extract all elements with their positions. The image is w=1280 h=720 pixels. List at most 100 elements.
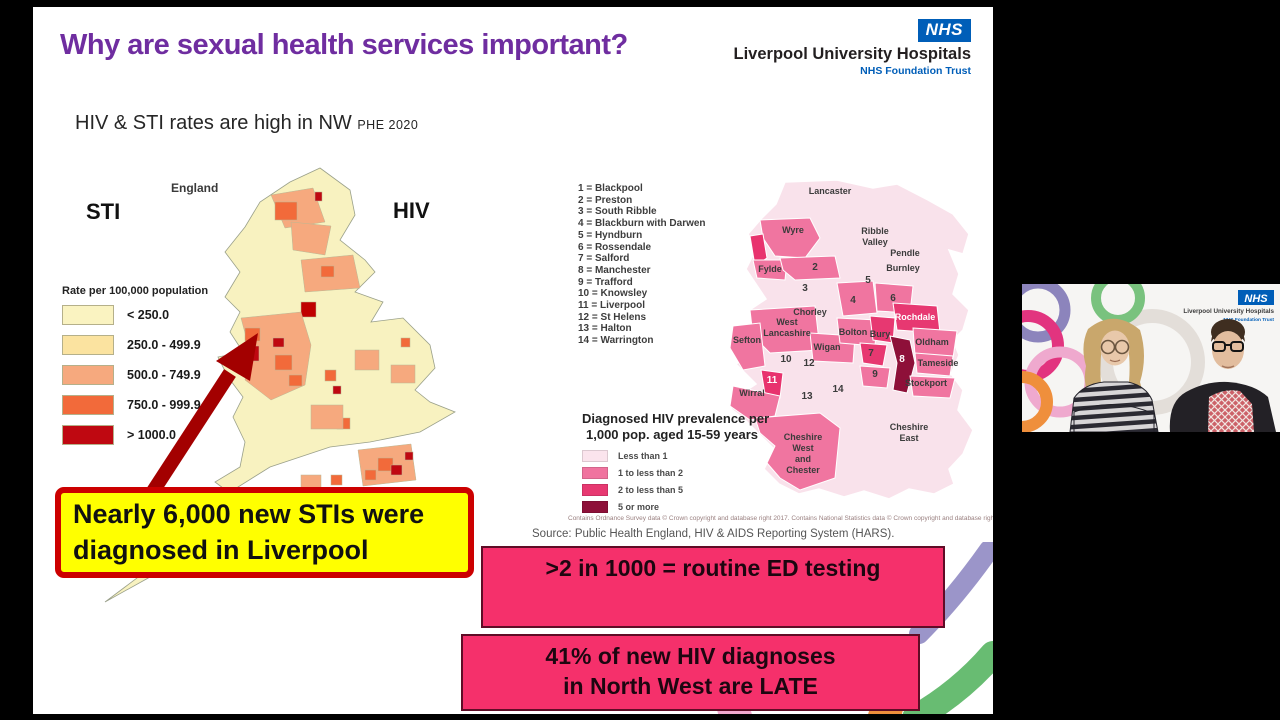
- hiv-map-label: 13: [801, 391, 813, 402]
- nhs-trust-type: NHS Foundation Trust: [860, 65, 971, 77]
- hiv-map-label: West: [776, 317, 797, 327]
- sti-rate-legend: Rate per 100,000 population < 250.0 250.0…: [62, 285, 242, 455]
- sti-legend-row: 750.0 - 999.9: [62, 395, 242, 415]
- hiv-map-label: Rochdale: [895, 312, 936, 322]
- ed-testing-banner: >2 in 1000 = routine ED testing: [481, 546, 945, 628]
- subtitle-text: HIV & STI rates are high in NW: [75, 112, 352, 134]
- hiv-area-list-item: 6 = Rossendale: [578, 241, 652, 253]
- sti-legend-rows: < 250.0 250.0 - 499.9 500.0 - 749.9 750.0 -…: [62, 305, 242, 445]
- hiv-map-label: 7: [868, 348, 874, 359]
- liverpool-pointer-arrow: [142, 333, 258, 503]
- late-diagnoses-banner: 41% of new HIV diagnoses in North West a…: [461, 634, 920, 711]
- sti-legend-swatch: [62, 305, 114, 325]
- map-copyright-text: Contains Ordnance Survey data © Crown co…: [568, 515, 993, 522]
- hiv-legend-row: 2 to less than 5: [582, 484, 792, 496]
- england-map-label: England: [171, 181, 219, 195]
- hiv-map-label: Wigan: [814, 342, 841, 352]
- hiv-map-label: Wirral: [739, 388, 764, 398]
- person-left: [1069, 318, 1159, 432]
- sti-legend-swatch: [62, 365, 114, 385]
- hiv-map-label: Bolton: [839, 327, 868, 337]
- hiv-legend-title: Diagnosed HIV prevalence per 1,000 pop. …: [582, 411, 792, 443]
- hiv-area-list-item: 5 = Hyndburn: [578, 229, 643, 241]
- hiv-map-label: Wyre: [782, 225, 804, 235]
- hiv-area-list-item: 3 = South Ribble: [578, 206, 657, 218]
- hiv-map-label: and: [795, 454, 811, 464]
- subtitle-source-ref: PHE 2020: [357, 118, 419, 132]
- hiv-area-list-item: 12 = St Helens: [578, 311, 647, 323]
- svg-text:NHS: NHS: [1244, 293, 1268, 305]
- slide-title: Why are sexual health services important…: [60, 29, 628, 61]
- hiv-area-list-item: 8 = Manchester: [578, 264, 651, 276]
- webcam-nhs-logo: NHS Liverpool University Hospitals NHS F…: [1183, 290, 1274, 323]
- hiv-area-key-list: 1 = Blackpool 2 = Preston 3 = South Ribble…: [578, 183, 706, 347]
- sti-legend-label: > 1000.0: [127, 428, 177, 442]
- svg-text:Liverpool University Hospitals: Liverpool University Hospitals: [1183, 308, 1274, 315]
- person-right: [1169, 319, 1276, 432]
- sti-legend-row: 500.0 - 749.9: [62, 365, 242, 385]
- hiv-legend-title-line2: 1,000 pop. aged 15-59 years: [586, 427, 758, 442]
- hiv-map-label: Fylde: [758, 264, 782, 274]
- sti-legend-row: < 250.0: [62, 305, 242, 325]
- hiv-map-label: Lancaster: [809, 186, 852, 196]
- hiv-map-label: 8: [899, 354, 905, 365]
- sti-legend-label: 500.0 - 749.9: [127, 368, 201, 382]
- hiv-heading: HIV: [393, 198, 430, 223]
- late-diagnoses-line2: in North West are LATE: [563, 673, 818, 699]
- hiv-map-label: West: [792, 443, 813, 453]
- hiv-area-list-item: 10 = Knowsley: [578, 288, 648, 300]
- hiv-map-label: 6: [890, 293, 896, 304]
- sti-legend-label: < 250.0: [127, 308, 170, 322]
- hiv-legend-swatch: [582, 501, 608, 513]
- sti-legend-swatch: [62, 425, 114, 445]
- hiv-legend-label: 2 to less than 5: [618, 485, 684, 495]
- hiv-area-list-item: 9 = Trafford: [578, 276, 633, 288]
- callout-line-1: Nearly 6,000 new STIs were: [73, 499, 425, 529]
- hiv-map-label: Burnley: [886, 263, 920, 273]
- hiv-map-label: 9: [872, 369, 878, 380]
- hiv-legend-row: 5 or more: [582, 501, 792, 513]
- hiv-area-list-item: 13 = Halton: [578, 323, 632, 335]
- nhs-logo-icon: NHS: [917, 19, 971, 42]
- late-diagnoses-line1: 41% of new HIV diagnoses: [545, 643, 836, 669]
- hiv-legend-swatch: [582, 450, 608, 462]
- hiv-legend-swatch: [582, 484, 608, 496]
- hiv-legend-row: Less than 1: [582, 450, 792, 462]
- hiv-map-label: Valley: [862, 237, 888, 247]
- hiv-legend-label: 5 or more: [618, 502, 660, 512]
- sti-legend-row: > 1000.0: [62, 425, 242, 445]
- hiv-area-list-item: 4 = Blackburn with Darwen: [578, 218, 706, 230]
- hiv-map-label: 4: [850, 295, 856, 306]
- hiv-map-label: Chester: [786, 465, 820, 475]
- nhs-logo: NHS Liverpool University Hospitals NHS F…: [683, 19, 971, 77]
- hiv-map-label: Tameside: [918, 358, 959, 368]
- webcam-overlay[interactable]: NHS Liverpool University Hospitals NHS F…: [1022, 284, 1280, 432]
- sti-legend-row: 250.0 - 499.9: [62, 335, 242, 355]
- hiv-prevalence-legend: Diagnosed HIV prevalence per 1,000 pop. …: [582, 411, 792, 518]
- hiv-map-label: Chorley: [793, 307, 827, 317]
- hiv-map-label: Stockport: [905, 378, 947, 388]
- hiv-map-label: East: [899, 433, 918, 443]
- slide-subtitle: HIV & STI rates are high in NW PHE 2020: [75, 112, 418, 135]
- hiv-map-label: 3: [802, 283, 808, 294]
- hiv-area-list-item: 14 = Warrington: [578, 335, 654, 347]
- hiv-legend-title-line1: Diagnosed HIV prevalence per: [582, 411, 770, 426]
- svg-text:NHS Foundation Trust: NHS Foundation Trust: [1223, 317, 1274, 323]
- hiv-map-label: Pendle: [890, 248, 920, 258]
- sti-heading: STI: [86, 199, 121, 224]
- hiv-map-label: Lancashire: [763, 328, 811, 338]
- hiv-map-label: 5: [865, 275, 871, 286]
- hiv-area-list-item: 2 = Preston: [578, 194, 633, 206]
- sti-legend-label: 750.0 - 999.9: [127, 398, 201, 412]
- presentation-slide: Why are sexual health services important…: [33, 7, 993, 714]
- hiv-map-label: 12: [803, 358, 815, 369]
- webcam-video: NHS Liverpool University Hospitals NHS F…: [1022, 284, 1280, 432]
- sti-legend-title: Rate per 100,000 population: [62, 285, 209, 297]
- hiv-map-label: 14: [832, 384, 844, 395]
- callout-line-2: diagnosed in Liverpool: [73, 535, 369, 565]
- hiv-legend-row: 1 to less than 2: [582, 467, 792, 479]
- hiv-map-label: Sefton: [733, 335, 761, 345]
- nhs-trust-name: Liverpool University Hospitals: [733, 45, 971, 63]
